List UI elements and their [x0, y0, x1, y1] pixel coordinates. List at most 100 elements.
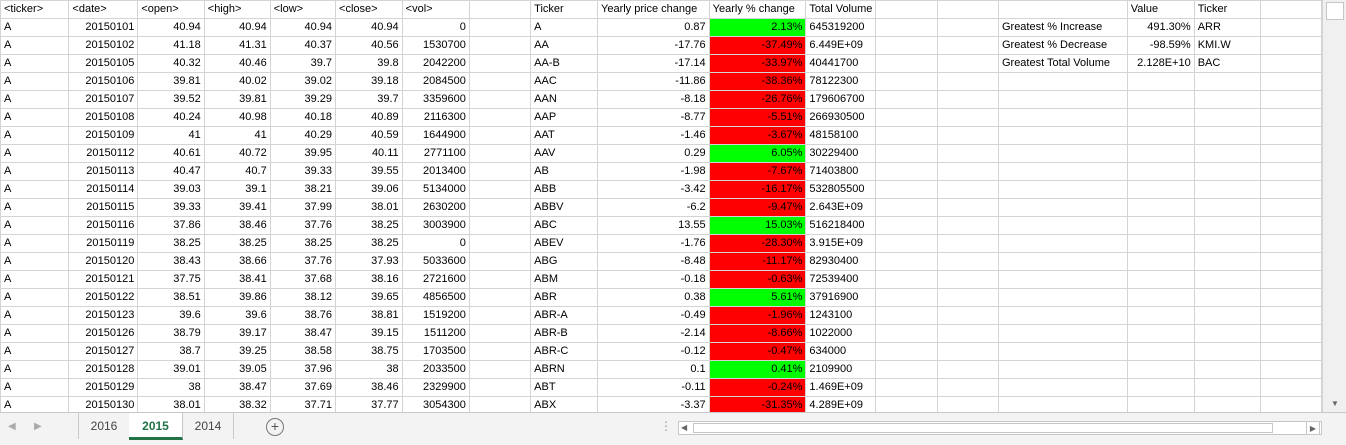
empty-cell[interactable]	[936, 162, 999, 181]
empty-cell[interactable]	[1126, 360, 1195, 379]
low-cell[interactable]: 38.21	[269, 180, 337, 199]
empty-cell[interactable]	[468, 0, 532, 19]
empty-cell[interactable]	[1259, 324, 1322, 343]
high-cell[interactable]: 41	[203, 126, 271, 145]
summary-ticker-cell[interactable]: AAC	[530, 72, 599, 91]
ticker-cell[interactable]: A	[0, 198, 70, 217]
yearly-change-cell[interactable]: 0.87	[597, 18, 710, 37]
empty-cell[interactable]	[997, 360, 1128, 379]
yearly-change-cell[interactable]: -8.48	[597, 252, 710, 271]
empty-cell[interactable]	[1193, 270, 1261, 289]
high-cell[interactable]: 39.25	[203, 342, 271, 361]
empty-cell[interactable]	[936, 378, 999, 397]
empty-cell[interactable]	[997, 288, 1128, 307]
empty-cell[interactable]	[1193, 180, 1261, 199]
yearly-change-cell[interactable]: -17.76	[597, 36, 710, 55]
empty-cell[interactable]	[936, 234, 999, 253]
empty-cell[interactable]	[997, 342, 1128, 361]
summary-ticker-cell[interactable]: ABC	[530, 216, 599, 235]
pct-change-cell[interactable]: 0.41%	[708, 360, 807, 379]
ticker-cell[interactable]: A	[0, 180, 70, 199]
total-volume-cell[interactable]: 516218400	[805, 216, 877, 235]
pct-change-cell[interactable]: 5.61%	[708, 288, 807, 307]
date-cell[interactable]: 20150112	[68, 144, 139, 163]
summary-ticker-cell[interactable]: AB	[530, 162, 599, 181]
empty-cell[interactable]	[1259, 90, 1322, 109]
empty-cell[interactable]	[1259, 342, 1322, 361]
empty-cell[interactable]	[468, 198, 532, 217]
yearly-change-cell[interactable]: -2.14	[597, 324, 710, 343]
empty-cell[interactable]	[875, 72, 938, 91]
close-cell[interactable]: 39.7	[335, 90, 403, 109]
empty-cell[interactable]	[875, 252, 938, 271]
empty-cell[interactable]	[875, 342, 938, 361]
pct-change-cell[interactable]: -28.30%	[708, 234, 807, 253]
ticker-cell[interactable]: A	[0, 126, 70, 145]
vol-cell[interactable]: 1644900	[401, 126, 470, 145]
open-cell[interactable]: 38.43	[137, 252, 205, 271]
empty-cell[interactable]	[1193, 288, 1261, 307]
total-volume-cell[interactable]: 6.449E+09	[805, 36, 877, 55]
vol-cell[interactable]: 2013400	[401, 162, 470, 181]
empty-cell[interactable]	[936, 198, 999, 217]
empty-cell[interactable]	[1259, 0, 1322, 19]
empty-cell[interactable]	[936, 144, 999, 163]
pct-change-cell[interactable]: -11.17%	[708, 252, 807, 271]
total-volume-cell[interactable]: 71403800	[805, 162, 877, 181]
high-cell[interactable]: 40.94	[203, 18, 271, 37]
empty-cell[interactable]	[1259, 252, 1322, 271]
ticker-cell[interactable]: A	[0, 144, 70, 163]
empty-cell[interactable]	[875, 270, 938, 289]
close-cell[interactable]: 38.01	[335, 198, 403, 217]
empty-cell[interactable]	[1126, 396, 1195, 412]
greatest-label-cell[interactable]: Greatest Total Volume	[997, 54, 1128, 73]
empty-cell[interactable]	[1259, 234, 1322, 253]
ticker-cell[interactable]: A	[0, 378, 70, 397]
pct-change-cell[interactable]: -8.66%	[708, 324, 807, 343]
empty-cell[interactable]	[1193, 306, 1261, 325]
empty-cell[interactable]	[1193, 162, 1261, 181]
empty-cell[interactable]	[1126, 162, 1195, 181]
total-volume-cell[interactable]: 37916900	[805, 288, 877, 307]
empty-cell[interactable]	[468, 90, 532, 109]
pct-change-cell[interactable]: -9.47%	[708, 198, 807, 217]
pct-change-cell[interactable]: -31.35%	[708, 396, 807, 412]
open-cell[interactable]: 38	[137, 378, 205, 397]
pct-change-cell[interactable]: -0.24%	[708, 378, 807, 397]
empty-cell[interactable]	[875, 216, 938, 235]
high-cell[interactable]: 38.66	[203, 252, 271, 271]
pct-change-cell[interactable]: -37.49%	[708, 36, 807, 55]
total-volume-cell[interactable]: 78122300	[805, 72, 877, 91]
high-cell[interactable]: 38.46	[203, 216, 271, 235]
summary-ticker-cell[interactable]: ABB	[530, 180, 599, 199]
empty-cell[interactable]	[1126, 72, 1195, 91]
empty-cell[interactable]	[1259, 36, 1322, 55]
empty-cell[interactable]	[875, 36, 938, 55]
empty-cell[interactable]	[936, 306, 999, 325]
vol-cell[interactable]: 1530700	[401, 36, 470, 55]
open-cell[interactable]: 38.01	[137, 396, 205, 412]
open-cell[interactable]: 38.25	[137, 234, 205, 253]
empty-cell[interactable]	[1193, 342, 1261, 361]
splitter-handle-icon[interactable]: ⋮	[660, 419, 672, 433]
ticker-cell[interactable]: A	[0, 234, 70, 253]
empty-cell[interactable]	[468, 144, 532, 163]
high-cell[interactable]: 39.1	[203, 180, 271, 199]
open-cell[interactable]: 41.18	[137, 36, 205, 55]
open-cell[interactable]: 40.94	[137, 18, 205, 37]
tab-2014[interactable]: 2014	[183, 413, 234, 439]
ticker-cell[interactable]: A	[0, 72, 70, 91]
low-cell[interactable]: 40.18	[269, 108, 337, 127]
yearly-change-cell[interactable]: -0.12	[597, 342, 710, 361]
empty-cell[interactable]	[936, 0, 999, 19]
empty-cell[interactable]	[1193, 396, 1261, 412]
total-volume-cell[interactable]: 1.469E+09	[805, 378, 877, 397]
empty-cell[interactable]	[1259, 72, 1322, 91]
pct-change-cell[interactable]: -5.51%	[708, 108, 807, 127]
empty-cell[interactable]	[1259, 360, 1322, 379]
header-ticker[interactable]: <ticker>	[0, 0, 70, 19]
vol-cell[interactable]: 1703500	[401, 342, 470, 361]
empty-cell[interactable]	[468, 288, 532, 307]
low-cell[interactable]: 37.99	[269, 198, 337, 217]
close-cell[interactable]: 40.11	[335, 144, 403, 163]
